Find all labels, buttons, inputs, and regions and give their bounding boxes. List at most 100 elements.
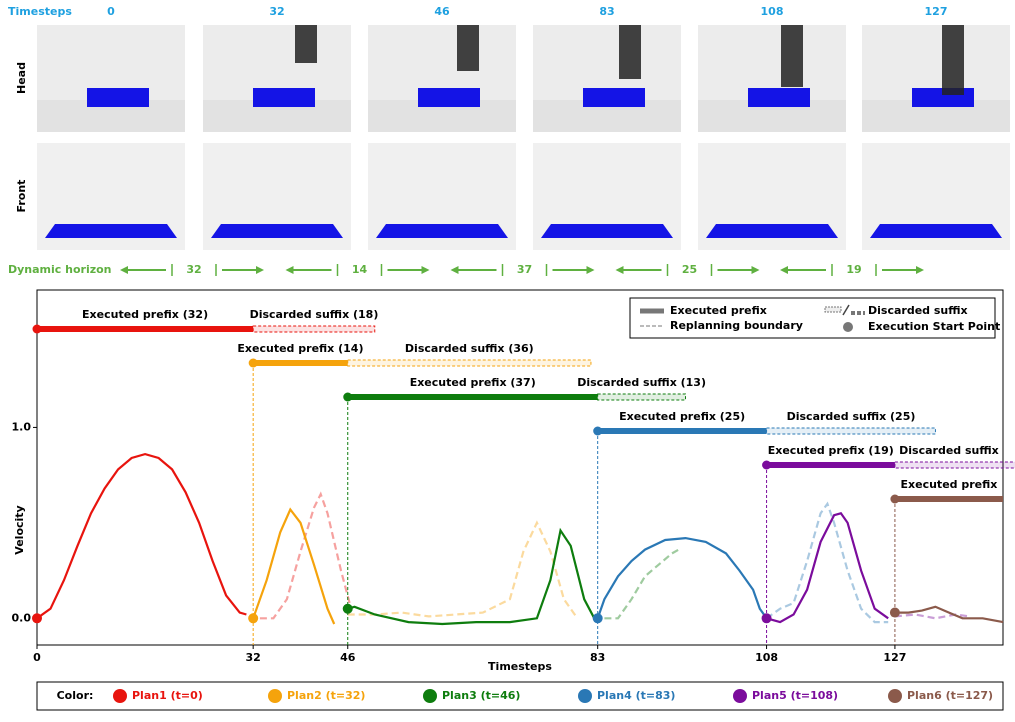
bar-start-point xyxy=(762,460,772,470)
blue-mat xyxy=(870,224,1002,238)
arrow-head xyxy=(586,266,595,274)
legend-marker xyxy=(113,689,127,703)
discarded-label: Discarded suffix (18) xyxy=(250,308,379,321)
legend-marker xyxy=(268,689,282,703)
bar-start-point xyxy=(343,392,353,402)
legend-entry: Plan5 (t=108) xyxy=(752,689,838,702)
executed-label: Executed prefix xyxy=(901,478,998,491)
blue-mat xyxy=(87,88,149,107)
legend-sample xyxy=(843,322,853,332)
execution-start-point xyxy=(889,607,900,618)
velocity-line xyxy=(894,605,1004,624)
discarded-label: Discarded suffix (13) xyxy=(577,376,706,389)
legend-entry: Plan1 (t=0) xyxy=(132,689,203,702)
bar-start-point xyxy=(248,358,258,368)
executed-bar xyxy=(894,496,1003,502)
timestep-label: 46 xyxy=(434,5,450,18)
y-tick-label: 1.0 xyxy=(12,420,32,433)
horizon-value: 37 xyxy=(517,263,532,276)
execution-start-point xyxy=(32,613,42,624)
blue-mat xyxy=(376,224,508,238)
legend-entry: Plan2 (t=32) xyxy=(287,689,365,702)
blue-mat xyxy=(211,224,343,238)
legend-marker xyxy=(733,689,747,703)
discarded-velocity-line xyxy=(259,491,353,620)
executed-label: Executed prefix (14) xyxy=(237,342,363,355)
legend-box xyxy=(629,297,996,339)
arrow-head xyxy=(421,266,430,274)
arrow-head xyxy=(285,266,294,274)
horizon-value: 14 xyxy=(352,263,368,276)
execution-start-point xyxy=(592,613,603,624)
arrow-head xyxy=(916,266,924,274)
arrow-head xyxy=(120,266,128,274)
arrow-head xyxy=(751,266,760,274)
velocity-line xyxy=(347,527,596,626)
legend-text: Discarded suffix xyxy=(868,304,968,317)
executed-label: Executed prefix (19) xyxy=(768,444,894,457)
row-label: Head xyxy=(15,62,28,94)
blue-mat xyxy=(748,88,810,107)
robot-arm xyxy=(619,25,641,79)
x-tick-label: 32 xyxy=(246,651,261,664)
x-axis-label: Timesteps xyxy=(488,660,552,673)
robot-arm xyxy=(781,25,803,87)
horizon-value: 32 xyxy=(186,263,201,276)
legend-entry: Plan3 (t=46) xyxy=(442,689,520,702)
legend-text: Replanning boundary xyxy=(670,319,803,332)
timestep-label: 83 xyxy=(599,5,614,18)
legend-marker xyxy=(888,689,902,703)
velocity-line xyxy=(36,452,247,620)
legend-marker xyxy=(578,689,592,703)
discarded-velocity-line xyxy=(894,613,970,620)
blue-mat xyxy=(45,224,177,238)
y-axis-label: Velocity xyxy=(13,505,26,554)
discarded-label: Discarded suffix (36) xyxy=(405,342,534,355)
execution-start-point xyxy=(248,613,259,624)
color-label: Color: xyxy=(57,689,94,702)
discarded-bar xyxy=(766,427,936,435)
legend-marker xyxy=(423,689,437,703)
legend-entry: Plan6 (t=127) xyxy=(907,689,993,702)
arrow-head xyxy=(615,266,624,274)
timestep-label: 108 xyxy=(761,5,784,18)
horizon-value: 19 xyxy=(846,263,861,276)
execution-start-point xyxy=(761,613,772,624)
blue-mat xyxy=(418,88,480,107)
arrow-head xyxy=(450,266,459,274)
executed-bar xyxy=(253,360,348,366)
x-tick-label: 127 xyxy=(883,651,906,664)
bar-start-point xyxy=(593,426,603,436)
blue-mat xyxy=(706,224,838,238)
executed-label: Executed prefix (25) xyxy=(619,410,745,423)
arrow-head xyxy=(780,266,788,274)
x-tick-label: 46 xyxy=(340,651,356,664)
velocity-line xyxy=(252,507,336,625)
blue-mat xyxy=(583,88,645,107)
executed-label: Executed prefix (32) xyxy=(82,308,208,321)
robot-arm xyxy=(295,25,317,63)
x-tick-label: 108 xyxy=(755,651,778,664)
velocity-line xyxy=(596,536,768,619)
executed-label: Executed prefix (37) xyxy=(410,376,536,389)
legend-sample xyxy=(842,304,850,316)
color-legend-box xyxy=(36,681,1004,711)
x-tick-label: 0 xyxy=(33,651,41,664)
row-label: Front xyxy=(15,180,28,213)
discarded-bar xyxy=(894,461,1015,469)
blue-mat xyxy=(253,88,315,107)
robot-arm xyxy=(457,25,479,71)
bar-start-point xyxy=(32,324,42,334)
execution-start-point xyxy=(342,603,353,614)
executed-bar xyxy=(37,326,254,332)
legend-text: Execution Start Point xyxy=(868,320,1000,333)
velocity-line xyxy=(766,512,889,624)
discarded-velocity-line xyxy=(604,548,680,620)
timestep-label: 0 xyxy=(107,5,115,18)
legend-sample xyxy=(824,306,842,313)
bar-start-point xyxy=(890,494,900,504)
horizon-label: Dynamic horizon xyxy=(8,263,112,276)
y-tick-label: 0.0 xyxy=(12,611,32,624)
discarded-bar xyxy=(597,393,687,401)
